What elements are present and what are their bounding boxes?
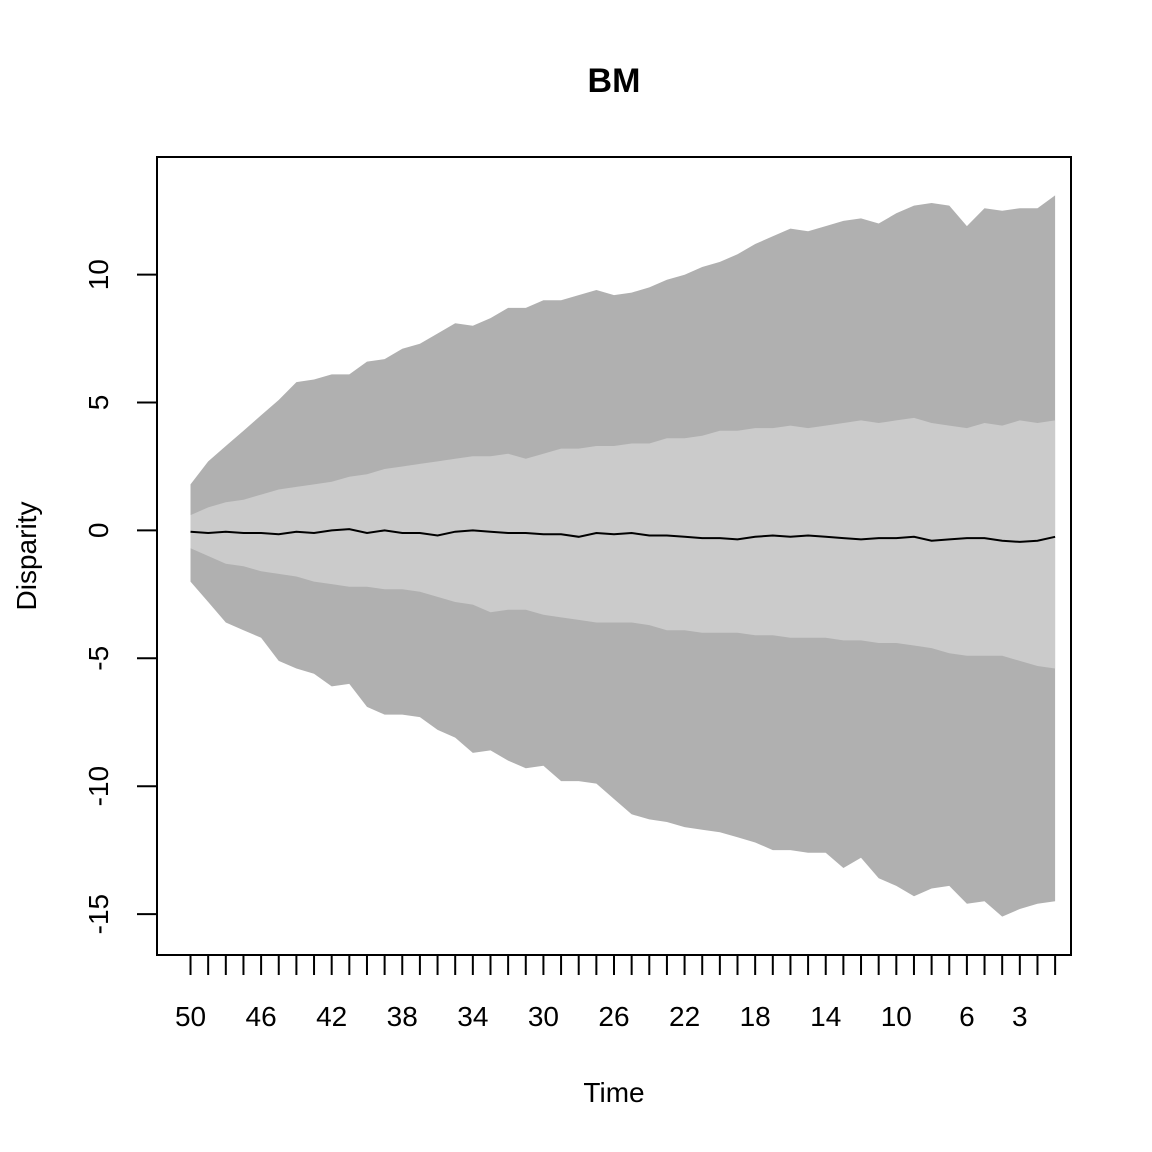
y-tick-label: -15 [83,894,114,934]
x-tick-label: 18 [740,1001,771,1032]
x-axis-label: Time [583,1077,644,1108]
y-axis-label: Disparity [11,502,42,611]
plot-area [190,195,1056,917]
x-tick-label: 3 [1012,1001,1028,1032]
x-tick-label: 42 [316,1001,347,1032]
y-tick-label: 10 [83,259,114,290]
y-tick-label: -10 [83,766,114,806]
inner-band [190,417,1056,669]
y-tick-label: -5 [83,646,114,671]
median-line [190,528,1056,543]
x-tick-label: 10 [881,1001,912,1032]
x-tick-label: 38 [387,1001,418,1032]
y-tick-label: 5 [83,395,114,411]
chart-title: BM [588,62,641,100]
x-tick-label: 34 [457,1001,488,1032]
y-tick-label: 0 [83,523,114,539]
x-tick-label: 14 [810,1001,841,1032]
x-tick-label: 22 [669,1001,700,1032]
x-tick-label: 46 [246,1001,277,1032]
x-tick-label: 6 [959,1001,975,1032]
x-tick-label: 30 [528,1001,559,1032]
x-axis: 50 46 42 38 34 30 26 22 18 14 10 6 3 [175,954,1057,1032]
x-tick-label: 50 [175,1001,206,1032]
y-axis: 10 5 0 -5 -10 -15 [83,259,158,934]
x-tick-label: 26 [598,1001,629,1032]
